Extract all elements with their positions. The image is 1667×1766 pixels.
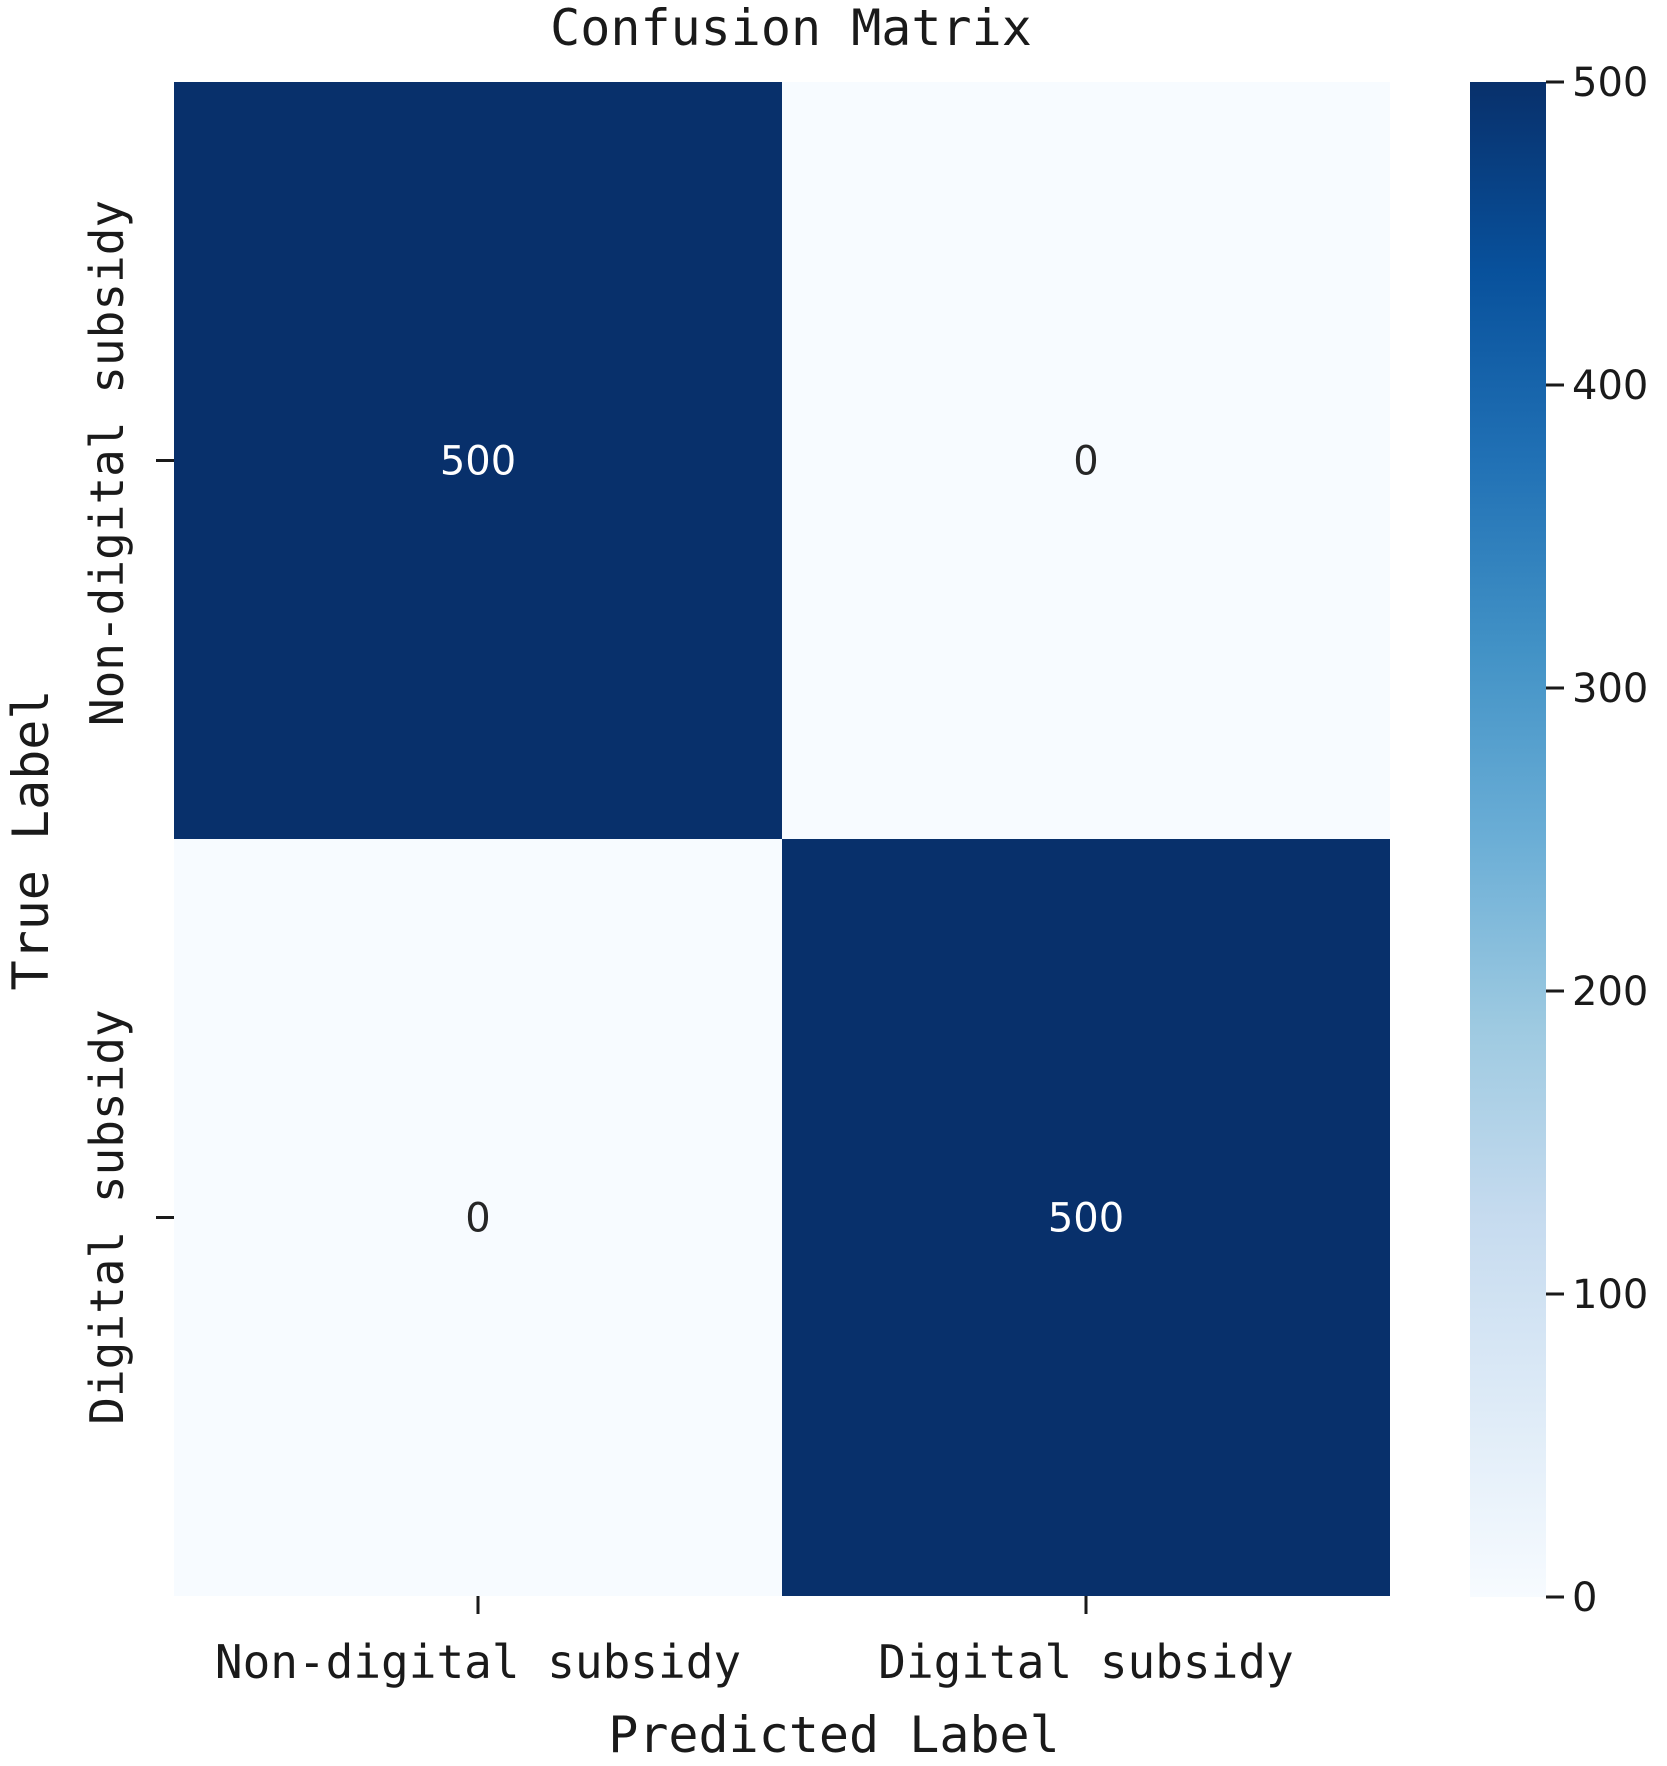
colorbar-tick-label-2: 200 [1572,969,1648,1015]
colorbar-tick-label-4: 400 [1572,363,1648,409]
y-axis-label: True Label [2,689,60,990]
chart-title: Confusion Matrix [550,0,1032,57]
colorbar-ticks: 0 100 200 300 400 500 [1546,60,1648,1621]
cell-value-1-1: 500 [1048,1196,1124,1242]
y-axis-ticks [156,459,174,1219]
colorbar-tick-label-5: 500 [1572,60,1648,106]
y-tick-label-0: Non-digital subsidy [80,200,134,726]
colorbar [1470,82,1546,1597]
heatmap-cell-0-1 [782,82,1390,839]
cell-value-0-1: 0 [1073,439,1098,485]
x-tick-label-1: Digital subsidy [878,1635,1293,1689]
cell-value-0-0: 500 [440,439,516,485]
x-tick-label-0: Non-digital subsidy [215,1635,741,1689]
heatmap-cell-0-0 [174,82,782,839]
colorbar-tick-label-0: 0 [1572,1575,1597,1621]
heatmap-cell-1-1 [782,839,1390,1596]
heatmap-cells [174,82,1390,1596]
x-axis-ticks [476,1596,1088,1614]
cell-annotations: 500 0 0 500 [440,439,1124,1242]
x-axis-label: Predicted Label [608,1706,1060,1764]
heatmap-cell-1-0 [174,839,782,1596]
y-tick-label-1: Digital subsidy [80,1009,134,1424]
colorbar-tick-label-1: 100 [1572,1272,1648,1318]
colorbar-tick-label-3: 300 [1572,666,1648,712]
cell-value-1-0: 0 [465,1196,490,1242]
